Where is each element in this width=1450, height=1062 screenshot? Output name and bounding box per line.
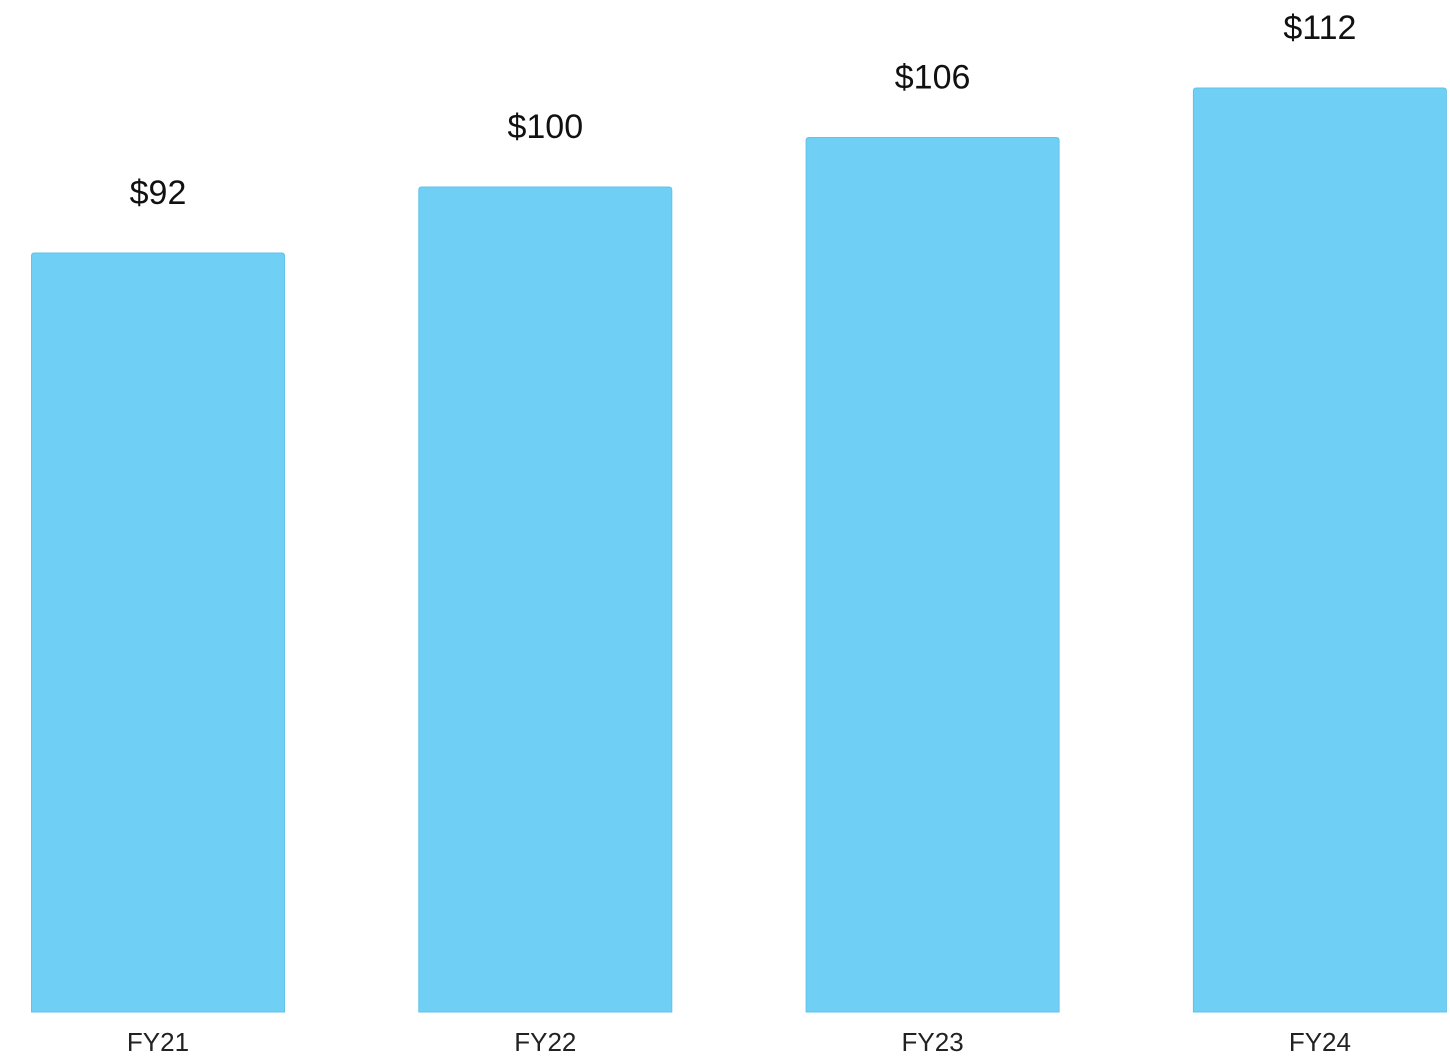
value-label: $112 — [1283, 9, 1356, 47]
value-label: $100 — [507, 108, 583, 146]
x-tick-label: FY23 — [902, 1027, 964, 1057]
x-tick-label: FY22 — [514, 1027, 576, 1057]
bar — [1192, 87, 1447, 1013]
x-tick-label: FY24 — [1289, 1027, 1351, 1057]
value-label: $106 — [895, 58, 971, 96]
value-label: $92 — [130, 174, 187, 212]
bar — [31, 252, 285, 1013]
bar — [805, 137, 1060, 1013]
bar — [418, 186, 673, 1013]
x-tick-label: FY21 — [127, 1027, 189, 1057]
